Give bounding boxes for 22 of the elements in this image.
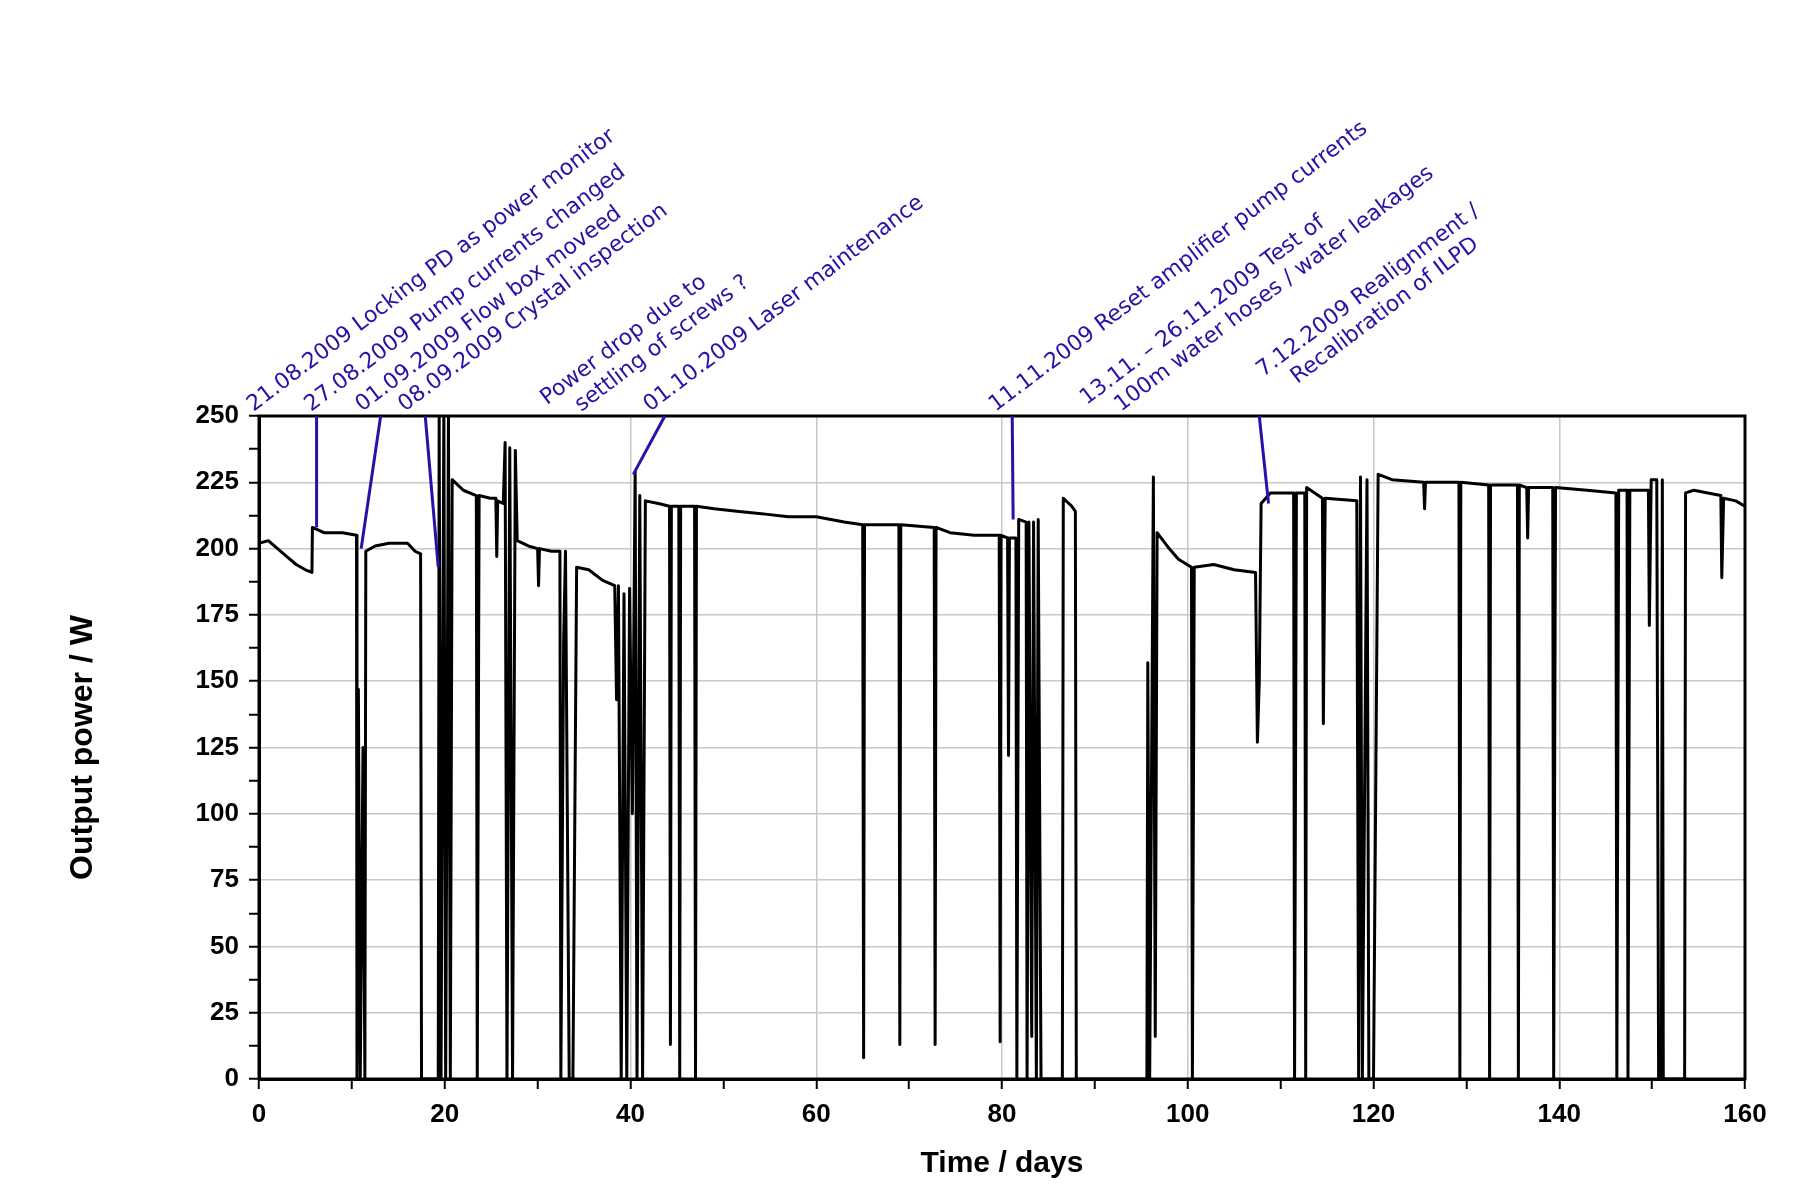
x-tick-label: 40 <box>616 1097 645 1128</box>
y-tick-label: 250 <box>195 399 239 430</box>
x-tick-label: 100 <box>1166 1097 1210 1128</box>
y-tick-label: 100 <box>195 796 239 827</box>
x-tick-label: 60 <box>801 1097 831 1128</box>
y-tick-label: 125 <box>195 730 239 761</box>
y-tick-label: 150 <box>195 664 239 695</box>
y-axis-title: Output power / W <box>63 614 100 880</box>
x-tick-label: 160 <box>1723 1097 1767 1128</box>
y-tick-label: 25 <box>210 995 239 1026</box>
y-tick-label: 175 <box>195 598 239 629</box>
x-axis-title: Time / days <box>920 1145 1084 1179</box>
x-tick-label: 140 <box>1537 1097 1581 1128</box>
x-tick-label: 120 <box>1351 1097 1396 1128</box>
y-tick-label: 50 <box>210 929 239 960</box>
x-tick-label: 0 <box>251 1097 267 1128</box>
x-tick-label: 80 <box>987 1097 1017 1128</box>
y-tick-label: 225 <box>195 465 239 496</box>
y-tick-label: 200 <box>195 531 239 562</box>
y-tick-label: 0 <box>224 1062 239 1093</box>
x-tick-label: 20 <box>430 1097 460 1128</box>
y-tick-label: 75 <box>210 863 239 894</box>
